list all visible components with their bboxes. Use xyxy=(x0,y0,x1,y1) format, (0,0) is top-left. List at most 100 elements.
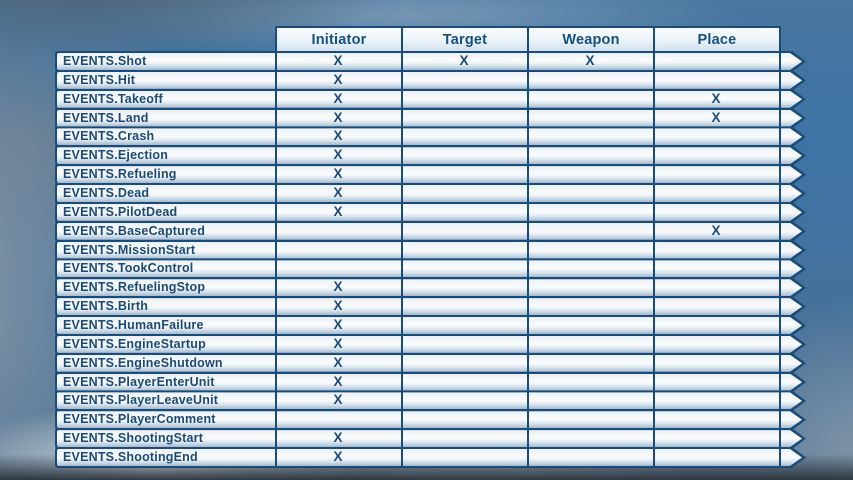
event-label: EVENTS.Crash xyxy=(63,129,155,144)
event-label: EVENTS.Birth xyxy=(63,299,149,314)
mark-initiator: X xyxy=(333,109,343,125)
row-banner-fill xyxy=(57,279,802,297)
event-label: EVENTS.PlayerComment xyxy=(63,412,216,427)
mark-initiator: X xyxy=(333,128,343,144)
mark-target xyxy=(401,164,527,185)
mark-target xyxy=(401,258,527,279)
mark-weapon xyxy=(527,126,653,147)
mark-initiator: X xyxy=(333,53,343,68)
event-label: EVENTS.Refueling xyxy=(63,167,177,182)
mark-initiator xyxy=(275,258,401,279)
mark-target xyxy=(401,447,527,468)
row-banner-fill xyxy=(57,430,802,448)
mark-target xyxy=(401,315,527,336)
event-label: EVENTS.MissionStart xyxy=(63,242,196,257)
mark-place xyxy=(653,334,779,355)
mark-place xyxy=(653,353,779,374)
table-row: EVENTS.ShootingStart X xyxy=(55,428,806,450)
mark-weapon xyxy=(527,108,653,129)
row-banner-fill xyxy=(57,373,802,391)
row-banner-fill xyxy=(57,185,802,202)
table-row: EVENTS.Birth X xyxy=(55,296,806,318)
mark-weapon xyxy=(527,353,653,374)
mark-initiator xyxy=(275,221,401,242)
column-divider xyxy=(275,51,277,468)
table-row: EVENTS.TookControl xyxy=(55,258,806,280)
table-row: EVENTS.Takeoff X X xyxy=(55,88,806,110)
mark-target xyxy=(401,372,527,393)
mark-place xyxy=(653,240,779,261)
mark-weapon xyxy=(527,334,653,355)
table-row: EVENTS.MissionStart xyxy=(55,239,806,261)
mark-initiator: X xyxy=(333,166,343,182)
event-label: EVENTS.RefuelingStop xyxy=(63,280,206,295)
event-label: EVENTS.PilotDead xyxy=(63,204,178,219)
mark-initiator: X xyxy=(333,449,343,464)
mark-target: X xyxy=(459,53,469,68)
table-row: EVENTS.Land X X xyxy=(55,107,806,129)
column-header-place: Place xyxy=(653,26,781,53)
mark-weapon xyxy=(527,70,653,91)
mark-initiator xyxy=(275,240,401,261)
row-banner-fill xyxy=(57,335,802,353)
table-row: EVENTS.PlayerComment xyxy=(55,409,806,431)
mark-place xyxy=(653,390,779,411)
table-row: EVENTS.Dead X xyxy=(55,183,806,204)
event-label: EVENTS.Ejection xyxy=(63,148,169,163)
mark-place xyxy=(653,202,779,223)
mark-target xyxy=(401,409,527,430)
mark-weapon xyxy=(527,240,653,261)
event-label: EVENTS.HumanFailure xyxy=(63,318,204,332)
event-label: EVENTS.EngineShutdown xyxy=(63,355,223,370)
mark-place xyxy=(653,164,779,185)
row-banner-fill xyxy=(57,53,802,70)
mark-place: X xyxy=(711,90,721,106)
event-label: EVENTS.PlayerLeaveUnit xyxy=(63,393,219,408)
row-banner-fill xyxy=(57,128,802,146)
mark-place xyxy=(653,296,779,317)
mark-weapon xyxy=(527,258,653,279)
event-label: EVENTS.PlayerEnterUnit xyxy=(63,374,215,389)
mark-weapon xyxy=(527,390,653,411)
table-row: EVENTS.EngineShutdown X xyxy=(55,352,806,374)
table-row: EVENTS.Hit X xyxy=(55,69,806,91)
event-label: EVENTS.Dead xyxy=(63,186,150,200)
mark-weapon xyxy=(527,296,653,317)
row-banner-fill xyxy=(57,411,802,429)
mark-target xyxy=(401,70,527,91)
row-banner-fill xyxy=(57,222,802,240)
event-label: EVENTS.Shot xyxy=(63,54,147,68)
table-row: EVENTS.EngineStartup X xyxy=(55,333,806,355)
mark-weapon: X xyxy=(585,53,595,68)
mark-initiator: X xyxy=(333,147,343,163)
mark-weapon xyxy=(527,409,653,430)
mark-weapon xyxy=(527,447,653,468)
mark-target xyxy=(401,296,527,317)
mark-place xyxy=(653,70,779,91)
mark-target xyxy=(401,202,527,223)
column-divider xyxy=(527,51,529,468)
column-header-initiator: Initiator xyxy=(275,26,403,53)
mark-weapon xyxy=(527,89,653,110)
mark-place: X xyxy=(711,222,721,238)
row-banner-fill xyxy=(57,147,802,165)
row-banner-fill xyxy=(57,203,802,221)
mark-place: X xyxy=(711,109,721,125)
column-divider xyxy=(653,51,655,468)
event-label: EVENTS.ShootingEnd xyxy=(63,450,198,464)
table-row: EVENTS.ShootingEnd X xyxy=(55,447,806,468)
event-label: EVENTS.ShootingStart xyxy=(63,431,204,446)
mark-target xyxy=(401,89,527,110)
event-label: EVENTS.BaseCaptured xyxy=(63,223,206,238)
column-header-target: Target xyxy=(401,26,529,53)
mark-initiator: X xyxy=(333,354,343,370)
table-row: EVENTS.Crash X xyxy=(55,126,806,148)
table-row: EVENTS.Refueling X xyxy=(55,164,806,186)
mark-target xyxy=(401,353,527,374)
table-row: EVENTS.PlayerEnterUnit X xyxy=(55,371,806,393)
mark-weapon xyxy=(527,428,653,449)
mark-initiator: X xyxy=(333,203,343,219)
mark-initiator: X xyxy=(333,373,343,389)
row-banner-fill xyxy=(57,317,802,334)
